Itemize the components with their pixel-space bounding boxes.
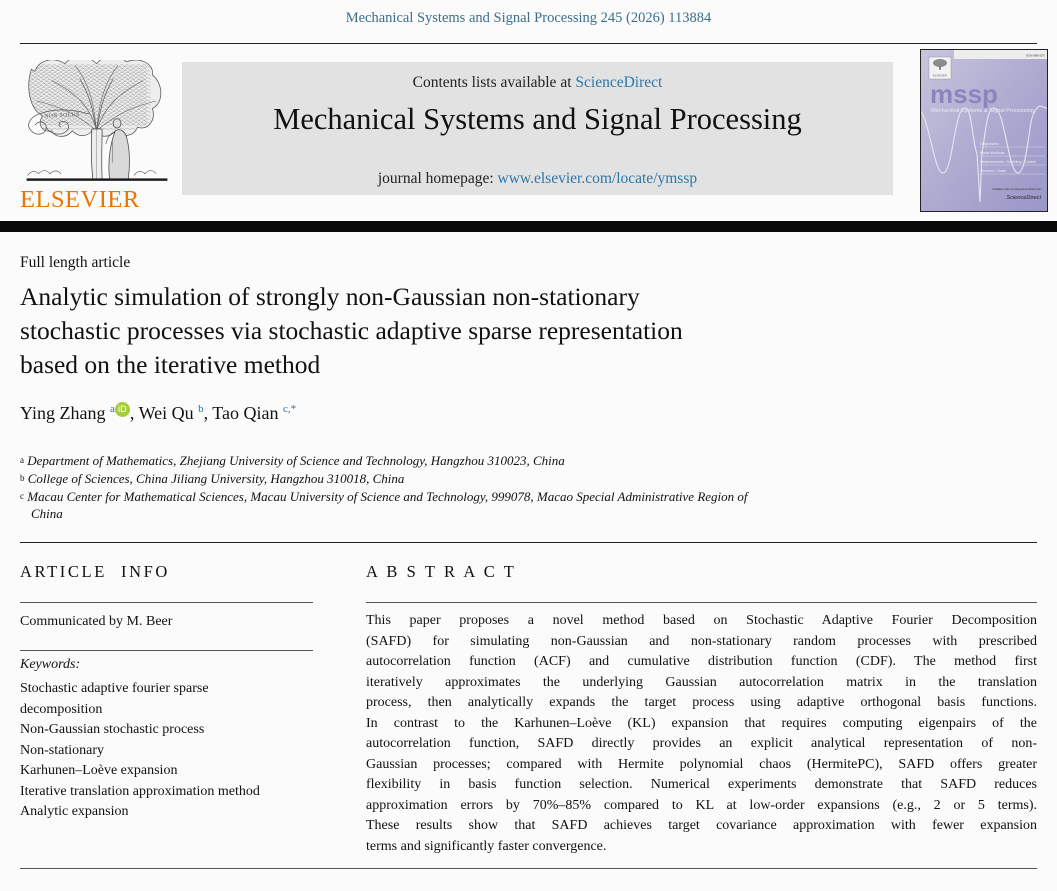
svg-text:ELSEVIER: ELSEVIER bbox=[933, 74, 947, 78]
svg-text:Mechanical Systems & Signal Pr: Mechanical Systems & Signal Processing bbox=[931, 108, 1034, 114]
svg-text:ISSN 0888-3270: ISSN 0888-3270 bbox=[1026, 53, 1046, 57]
svg-text:mssp: mssp bbox=[930, 79, 998, 109]
svg-text:Vibration / Noise: Vibration / Noise bbox=[980, 169, 1006, 173]
svg-text:Measurements / Modeling / Cont: Measurements / Modeling / Control bbox=[980, 160, 1036, 164]
svg-text:Available online at www.scienc: Available online at www.sciencedirect.co… bbox=[992, 187, 1041, 191]
svg-text:Diagnostics: Diagnostics bbox=[980, 142, 999, 146]
svg-text:ScienceDirect: ScienceDirect bbox=[1006, 195, 1041, 201]
svg-text:Model Methods: Model Methods bbox=[980, 151, 1005, 155]
